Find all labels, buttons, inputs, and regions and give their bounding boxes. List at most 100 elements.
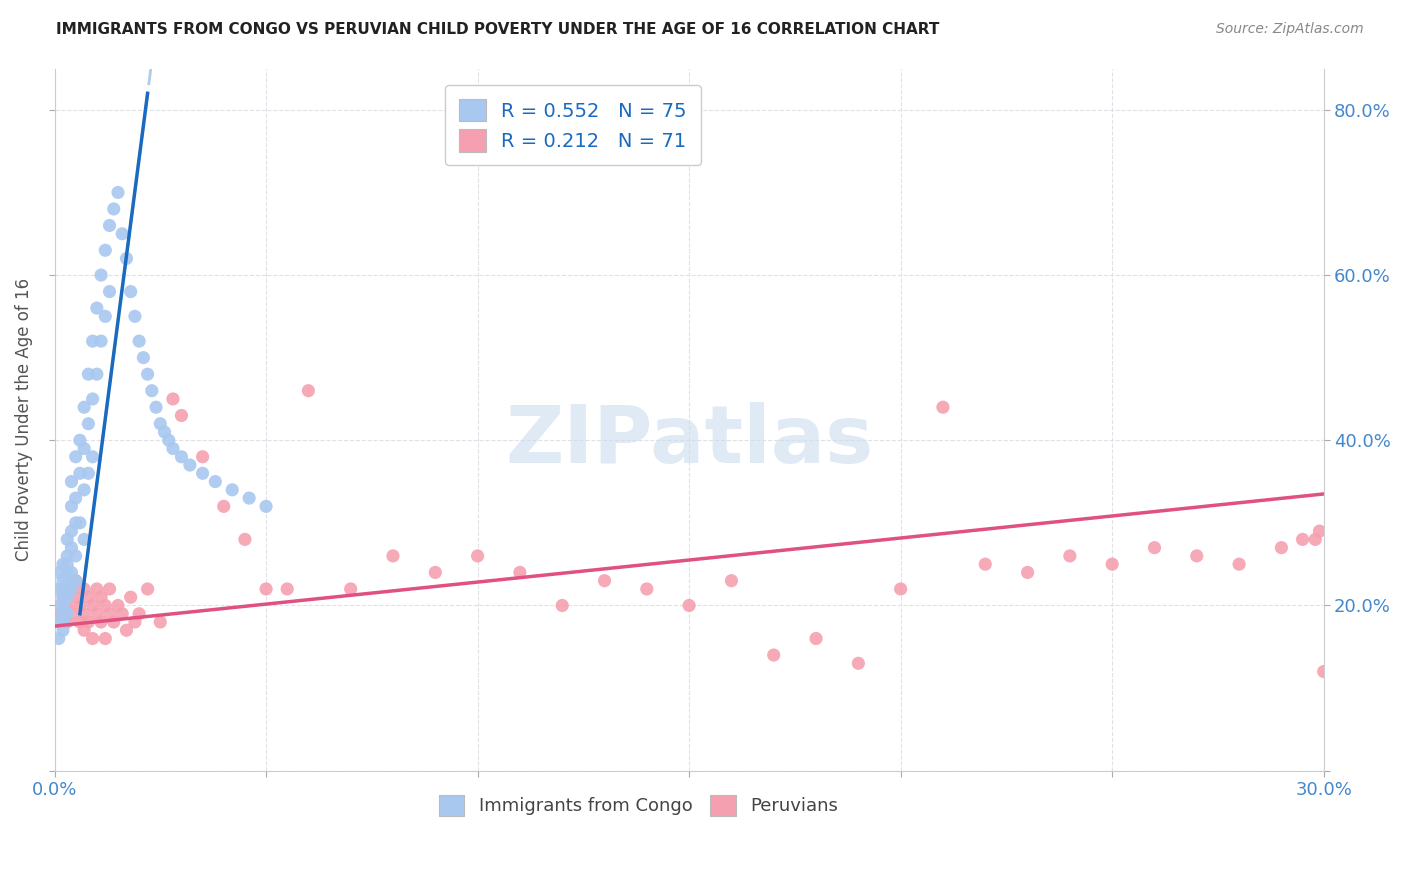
Point [98, 219, 121, 233]
Point [60, 475, 83, 489]
Point [73, 533, 96, 547]
Point [107, 599, 129, 613]
Point [276, 582, 298, 596]
Point [115, 252, 138, 266]
Point [86, 582, 108, 596]
Text: IMMIGRANTS FROM CONGO VS PERUVIAN CHILD POVERTY UNDER THE AGE OF 16 CORRELATION : IMMIGRANTS FROM CONGO VS PERUVIAN CHILD … [56, 22, 939, 37]
Point [124, 615, 146, 629]
Text: Source: ZipAtlas.com: Source: ZipAtlas.com [1216, 22, 1364, 37]
Point [128, 607, 150, 621]
Point [1334, 657, 1357, 671]
Point [73, 483, 96, 497]
Point [90, 268, 112, 282]
Point [52, 557, 75, 571]
Point [1308, 524, 1330, 538]
Point [86, 367, 108, 381]
Point [233, 533, 256, 547]
Point [1320, 681, 1343, 695]
Point [111, 607, 134, 621]
Point [56, 566, 79, 580]
Point [65, 450, 87, 464]
Point [551, 599, 574, 613]
Point [69, 467, 91, 481]
Point [1312, 665, 1334, 679]
Point [65, 516, 87, 530]
Point [804, 632, 827, 646]
Point [86, 607, 108, 621]
Point [56, 607, 79, 621]
Point [56, 615, 79, 629]
Point [60, 524, 83, 538]
Point [124, 310, 146, 324]
Text: ZIPatlas: ZIPatlas [505, 401, 873, 480]
Point [98, 582, 121, 596]
Point [77, 467, 100, 481]
Point [145, 401, 167, 415]
Point [90, 334, 112, 348]
Point [1227, 557, 1250, 571]
Point [1291, 533, 1313, 547]
Point [94, 599, 117, 613]
Point [77, 615, 100, 629]
Point [82, 450, 104, 464]
Point [52, 574, 75, 588]
Point [170, 450, 193, 464]
Point [141, 384, 163, 398]
Point [467, 549, 489, 563]
Point [1303, 533, 1326, 547]
Point [52, 607, 75, 621]
Point [73, 624, 96, 638]
Point [60, 607, 83, 621]
Point [82, 632, 104, 646]
Point [48, 566, 70, 580]
Point [179, 458, 201, 472]
Point [381, 549, 404, 563]
Point [297, 384, 319, 398]
Point [1017, 566, 1039, 580]
Point [1185, 549, 1208, 563]
Point [111, 227, 134, 241]
Point [136, 367, 159, 381]
Point [157, 434, 180, 448]
Point [94, 310, 117, 324]
Point [52, 591, 75, 605]
Point [720, 574, 742, 588]
Point [339, 582, 361, 596]
Point [73, 401, 96, 415]
Point [204, 475, 226, 489]
Point [425, 566, 447, 580]
Point [56, 599, 79, 613]
Point [162, 442, 184, 456]
Point [149, 417, 172, 431]
Point [52, 624, 75, 638]
Point [52, 591, 75, 605]
Point [254, 500, 277, 514]
Point [98, 607, 121, 621]
Point [60, 566, 83, 580]
Point [82, 599, 104, 613]
Point [65, 574, 87, 588]
Point [56, 582, 79, 596]
Point [254, 582, 277, 596]
Point [48, 582, 70, 596]
Point [60, 500, 83, 514]
Point [60, 582, 83, 596]
Point [65, 491, 87, 505]
Point [191, 450, 214, 464]
Point [56, 574, 79, 588]
Point [120, 285, 142, 299]
Point [932, 401, 955, 415]
Point [103, 615, 125, 629]
Point [65, 591, 87, 605]
Point [56, 557, 79, 571]
Point [69, 434, 91, 448]
Point [56, 533, 79, 547]
Point [890, 582, 912, 596]
Point [974, 557, 997, 571]
Point [153, 425, 176, 439]
Point [98, 285, 121, 299]
Point [94, 244, 117, 258]
Point [48, 599, 70, 613]
Point [73, 582, 96, 596]
Point [1270, 541, 1292, 555]
